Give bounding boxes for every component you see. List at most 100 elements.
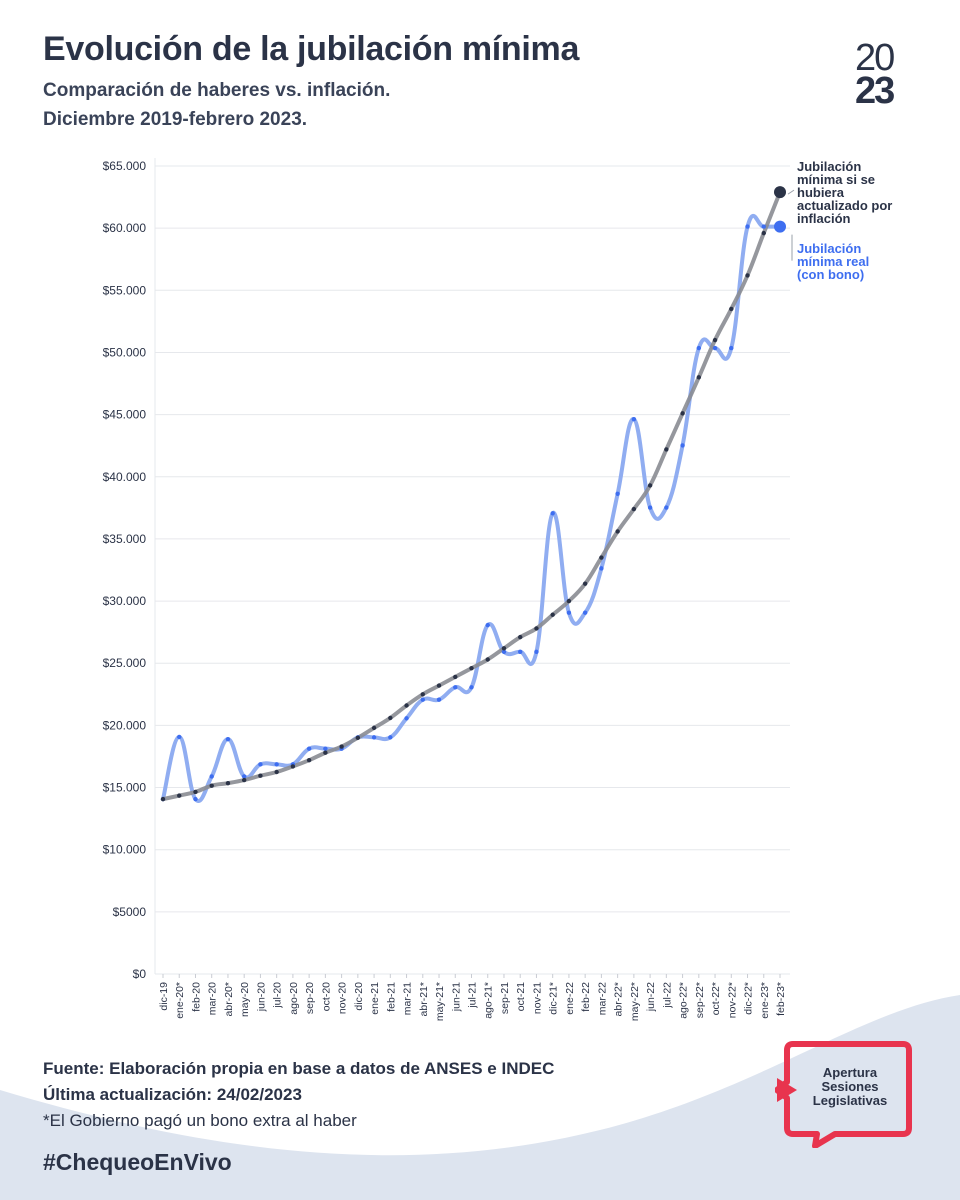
inflation-data-point bbox=[420, 692, 425, 697]
inflation-series-label: Jubilación mínima si se hubiera actualiz… bbox=[797, 159, 893, 226]
x-tick-label: oct-21 bbox=[515, 982, 527, 1011]
x-tick-label: ene-21 bbox=[369, 982, 381, 1015]
real-data-point bbox=[371, 735, 377, 740]
page-subtitle: Comparación de haberes vs. inflación. bbox=[43, 80, 391, 101]
x-tick-label: may-22* bbox=[629, 982, 641, 1021]
x-tick-label: dic-22* bbox=[743, 982, 755, 1015]
y-tick-label: $30.000 bbox=[103, 594, 147, 608]
real-data-point bbox=[615, 491, 620, 496]
real-data-point bbox=[274, 762, 279, 767]
real-data-point bbox=[729, 345, 734, 351]
inflation-data-point bbox=[469, 666, 474, 671]
x-tick-label: jul-21 bbox=[467, 982, 479, 1009]
logo-text-line1: Apertura bbox=[822, 1065, 878, 1080]
logo-text-line2: Sesiones bbox=[821, 1079, 879, 1094]
inflation-data-point bbox=[745, 273, 750, 278]
inflation-data-point bbox=[664, 447, 669, 452]
line-chart: $0 $5000 $10.000 $15.000 $20.000 $25.000 $30.0… bbox=[103, 158, 795, 1021]
x-tick-label: oct-20 bbox=[320, 982, 332, 1011]
y-tick-label: $20.000 bbox=[103, 718, 147, 732]
real-data-point bbox=[680, 443, 685, 448]
x-tick-label: abr-22* bbox=[613, 982, 625, 1016]
x-tick-label: sep-22* bbox=[694, 982, 706, 1018]
x-tick-label: ago-22* bbox=[678, 982, 690, 1019]
real-data-point bbox=[177, 734, 182, 740]
inflation-data-point bbox=[404, 703, 409, 708]
logo-text-line3: Legislativas bbox=[812, 1093, 888, 1108]
inflation-series-line bbox=[161, 190, 782, 802]
x-tick-label: dic-21* bbox=[548, 982, 560, 1015]
y-tick-label: $25.000 bbox=[103, 656, 147, 670]
real-data-point bbox=[388, 735, 393, 740]
inflation-data-point bbox=[680, 411, 685, 416]
x-tick-label: nov-22* bbox=[726, 982, 738, 1018]
inflation-data-point bbox=[534, 626, 539, 631]
update-date: Última actualización: 24/02/2023 bbox=[43, 1085, 302, 1104]
x-tick-label: nov-20 bbox=[337, 982, 349, 1014]
x-tick-label: nov-21 bbox=[531, 982, 543, 1014]
inflation-data-point bbox=[761, 230, 766, 236]
bonus-footnote: *El Gobierno pagó un bono extra al haber bbox=[43, 1111, 357, 1130]
y-tick-label: $35.000 bbox=[103, 532, 147, 546]
inflation-data-point bbox=[582, 581, 588, 586]
real-data-point bbox=[712, 345, 718, 351]
y-tick-label: $5000 bbox=[113, 905, 147, 919]
inflation-data-point bbox=[696, 375, 702, 380]
axes bbox=[154, 158, 795, 978]
inflation-data-point bbox=[712, 337, 718, 343]
inflation-data-point bbox=[225, 780, 231, 786]
real-data-point bbox=[599, 566, 604, 571]
x-tick-label: ene-20* bbox=[174, 982, 186, 1019]
inflation-data-point bbox=[566, 598, 572, 604]
date-range: Diciembre 2019-febrero 2023. bbox=[43, 109, 308, 130]
y-tick-label: $40.000 bbox=[103, 470, 147, 484]
y-tick-label: $55.000 bbox=[103, 283, 147, 297]
x-tick-label: may-20 bbox=[239, 982, 251, 1017]
inflation-data-point bbox=[241, 777, 247, 783]
series-lines bbox=[161, 190, 782, 803]
real-data-point bbox=[193, 796, 198, 802]
x-tick-label: ene-22 bbox=[564, 982, 576, 1015]
inflation-data-point bbox=[615, 529, 620, 534]
inflation-data-point bbox=[453, 674, 458, 680]
y-tick-label: $50.000 bbox=[103, 345, 147, 359]
x-tick-label: jun-21 bbox=[450, 982, 462, 1012]
real-data-point bbox=[306, 746, 312, 751]
inflation-data-point bbox=[290, 764, 296, 769]
inflation-data-point bbox=[774, 186, 786, 199]
x-tick-label: may-21* bbox=[434, 982, 446, 1021]
real-data-point bbox=[225, 736, 231, 742]
year-logo-bottom: 23 bbox=[855, 70, 895, 112]
real-data-point bbox=[664, 505, 669, 510]
real-series-label: Jubilación mínima real (con bono) bbox=[797, 241, 870, 282]
real-data-point bbox=[761, 224, 766, 229]
y-tick-label: $0 bbox=[133, 967, 147, 981]
x-tick-label: jun-22 bbox=[645, 982, 657, 1012]
x-tick-label: sep-20 bbox=[304, 982, 316, 1014]
inflation-data-point bbox=[339, 744, 344, 749]
x-tick-label: abr-21* bbox=[418, 982, 430, 1016]
tick-labels: $0 $5000 $10.000 $15.000 $20.000 $25.000 $30.0… bbox=[103, 159, 787, 1021]
real-data-point bbox=[501, 649, 507, 654]
real-data-point bbox=[436, 697, 442, 702]
real-data-point bbox=[566, 610, 572, 615]
x-tick-label: dic-19 bbox=[158, 982, 170, 1011]
real-data-point bbox=[518, 649, 523, 654]
x-tick-label: sep-21 bbox=[499, 982, 511, 1014]
hashtag[interactable]: #ChequeoEnVivo bbox=[43, 1149, 232, 1175]
real-data-point bbox=[745, 224, 750, 229]
inflation-data-point bbox=[550, 612, 555, 617]
real-data-point bbox=[469, 685, 474, 690]
real-data-point bbox=[420, 697, 425, 702]
inflation-data-point bbox=[436, 683, 442, 688]
y-tick-label: $45.000 bbox=[103, 408, 147, 422]
inflation-data-point bbox=[193, 789, 198, 795]
x-tick-label: ago-20 bbox=[288, 982, 300, 1015]
x-tick-label: jul-20 bbox=[272, 982, 284, 1009]
real-data-point bbox=[631, 417, 637, 422]
inflation-data-point bbox=[371, 725, 377, 731]
inflation-data-point bbox=[729, 306, 734, 312]
y-tick-label: $65.000 bbox=[103, 159, 147, 173]
